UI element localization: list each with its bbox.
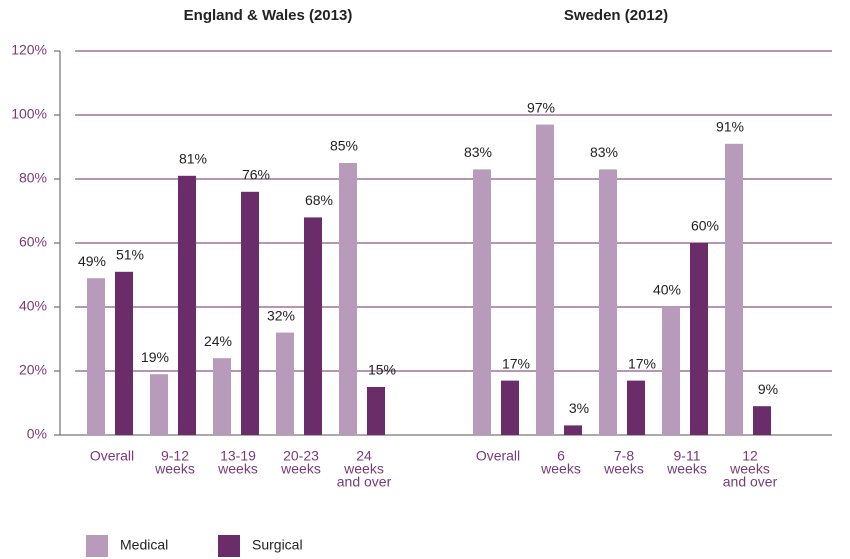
x-tick-label: weeks	[729, 461, 770, 477]
x-tick-label: Overall	[476, 448, 520, 464]
value-label: 15%	[368, 362, 396, 378]
x-tick-label: 9-11	[674, 448, 701, 464]
y-tick-label: 0%	[27, 426, 47, 442]
value-label: 3%	[569, 400, 589, 416]
legend-swatch	[218, 535, 240, 557]
bar	[87, 278, 105, 435]
bar	[473, 169, 491, 435]
x-tick-label: 9-12	[161, 448, 189, 464]
value-label: 91%	[716, 119, 744, 135]
bar	[339, 163, 357, 435]
value-label: 17%	[628, 355, 656, 371]
bar	[725, 143, 743, 436]
x-tick-label: and over	[337, 474, 392, 490]
bar	[150, 374, 168, 435]
bar	[367, 387, 385, 435]
bar	[241, 191, 259, 435]
value-label: 83%	[590, 144, 618, 160]
panel-title: Sweden (2012)	[564, 7, 668, 24]
x-tick-label: weeks	[666, 461, 707, 477]
bar	[304, 217, 322, 435]
bar	[276, 332, 294, 435]
y-tick-label: 60%	[19, 234, 47, 250]
value-label: 17%	[502, 355, 530, 371]
bar	[115, 271, 133, 435]
y-tick-label: 40%	[19, 298, 47, 314]
x-tick-label: weeks	[603, 461, 644, 477]
y-tick-label: 80%	[19, 170, 47, 186]
x-tick-label: 12	[742, 448, 758, 464]
bar	[627, 380, 645, 435]
value-label: 68%	[305, 192, 333, 208]
bar	[501, 380, 519, 435]
panel-title: England & Wales (2013)	[184, 7, 353, 24]
y-tick-label: 120%	[11, 42, 47, 58]
value-label: 32%	[267, 307, 295, 323]
x-tick-label: 24	[356, 448, 372, 464]
x-tick-label: weeks	[343, 461, 384, 477]
legend-label: Medical	[120, 537, 168, 553]
value-label: 9%	[758, 381, 778, 397]
x-tick-label: weeks	[280, 461, 321, 477]
value-label: 85%	[330, 138, 358, 154]
x-tick-label: weeks	[540, 461, 581, 477]
bar	[564, 425, 582, 435]
value-label: 49%	[78, 253, 106, 269]
value-label: 51%	[116, 247, 144, 263]
bar	[213, 358, 231, 435]
bar	[178, 175, 196, 436]
value-label: 81%	[179, 151, 207, 167]
value-label: 40%	[653, 282, 681, 298]
x-tick-label: Overall	[90, 448, 134, 464]
bar	[599, 169, 617, 435]
x-tick-label: 6	[557, 448, 565, 464]
value-label: 19%	[141, 349, 169, 365]
y-tick-label: 100%	[11, 106, 47, 122]
legend-label: Surgical	[252, 537, 303, 553]
x-tick-label: 7-8	[614, 448, 634, 464]
legend-swatch	[86, 535, 108, 557]
bar	[662, 307, 680, 435]
bar	[690, 243, 708, 435]
value-label: 24%	[204, 333, 232, 349]
x-tick-label: 13-19	[220, 448, 256, 464]
value-label: 76%	[242, 167, 270, 183]
x-tick-label: weeks	[217, 461, 258, 477]
x-tick-label: and over	[723, 474, 778, 490]
bar	[753, 406, 771, 435]
x-tick-label: 20-23	[283, 448, 319, 464]
bar	[536, 124, 554, 435]
value-label: 83%	[464, 144, 492, 160]
value-label: 60%	[691, 218, 719, 234]
value-label: 97%	[527, 99, 555, 115]
y-tick-label: 20%	[19, 362, 47, 378]
x-tick-label: weeks	[154, 461, 195, 477]
